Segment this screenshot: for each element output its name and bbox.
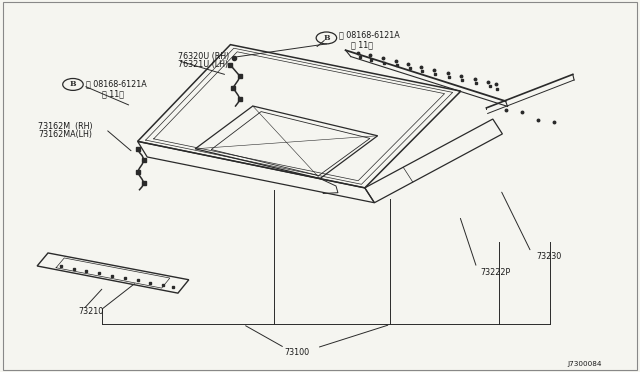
Text: （ 11）: （ 11）: [351, 40, 372, 49]
Text: B: B: [323, 34, 330, 42]
Text: J7300084: J7300084: [567, 361, 602, 367]
Text: B: B: [70, 80, 76, 89]
Text: （ 11）: （ 11）: [102, 89, 124, 98]
Text: Ⓑ 08168-6121A: Ⓑ 08168-6121A: [339, 31, 400, 40]
Text: Ⓑ 08168-6121A: Ⓑ 08168-6121A: [86, 79, 147, 88]
Text: 73162M  (RH): 73162M (RH): [38, 122, 93, 131]
Text: 73230: 73230: [536, 252, 561, 261]
Text: 73100: 73100: [285, 348, 310, 357]
Text: 76321U (LH): 76321U (LH): [178, 60, 228, 69]
Text: 73162MA(LH): 73162MA(LH): [38, 130, 92, 139]
Text: 76320U (RH): 76320U (RH): [178, 52, 229, 61]
Text: 73210: 73210: [78, 307, 103, 316]
Text: 73222P: 73222P: [480, 268, 510, 277]
